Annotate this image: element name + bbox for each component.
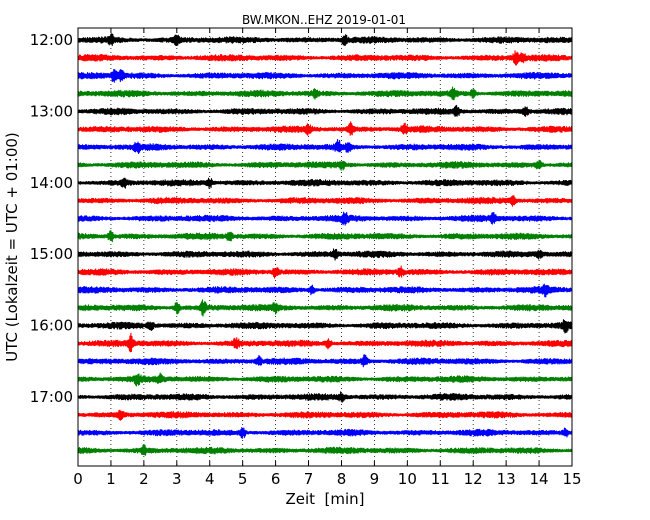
seismic-trace	[77, 319, 573, 334]
traces-layer	[77, 33, 573, 456]
x-tick-label: 6	[271, 470, 281, 488]
seismic-trace	[77, 299, 573, 317]
plot-area	[78, 28, 572, 466]
seismic-trace	[77, 409, 573, 421]
seismic-trace	[77, 68, 573, 83]
seismic-trace	[77, 265, 573, 279]
x-tick-label: 4	[205, 470, 215, 488]
y-tick-label: 12:00	[30, 31, 73, 49]
seismic-trace	[77, 195, 573, 207]
y-tick-label: 16:00	[30, 317, 73, 335]
seismic-trace	[77, 139, 573, 154]
x-tick-label: 1	[106, 470, 116, 488]
x-tick-label: 3	[172, 470, 182, 488]
seismic-trace	[77, 426, 573, 439]
y-tick-label: 13:00	[30, 102, 73, 120]
seismic-trace	[77, 332, 573, 353]
y-tick-label: 17:00	[30, 388, 73, 406]
seismic-trace	[77, 283, 573, 298]
x-tick-label: 11	[431, 470, 450, 488]
chart-title: BW.MKON..EHZ 2019-01-01	[242, 13, 406, 27]
x-tick-label: 0	[73, 470, 83, 488]
x-tick-label: 2	[139, 470, 149, 488]
seismic-trace	[77, 86, 573, 101]
x-axis-label: Zeit [min]	[285, 490, 364, 508]
seismic-trace	[77, 354, 573, 368]
seismic-trace	[77, 248, 573, 261]
seismic-trace	[77, 104, 573, 118]
seismic-trace	[77, 211, 573, 226]
seismic-trace	[77, 159, 573, 171]
y-axis-label: UTC (Lokalzeit = UTC + 01:00)	[3, 132, 21, 362]
seismic-trace	[77, 229, 573, 243]
seismic-trace	[77, 50, 573, 66]
seismic-trace	[77, 372, 573, 387]
x-tick-label: 13	[497, 470, 516, 488]
y-tick-label: 15:00	[30, 245, 73, 263]
seismic-trace	[77, 444, 573, 456]
x-tick-label: 10	[398, 470, 417, 488]
x-tick-label: 9	[370, 470, 380, 488]
x-tick-label: 14	[530, 470, 549, 488]
x-tick-label: 12	[464, 470, 483, 488]
axis-layer: 0 1 2 3 4 5 6 7 8 9 10 11 12 13 14 1512:0013:0014:0015:…	[30, 28, 582, 488]
seismic-trace	[77, 33, 573, 47]
x-tick-label: 7	[304, 470, 314, 488]
seismic-trace	[77, 391, 573, 403]
plot-frame	[77, 27, 573, 467]
x-tick-label: 8	[337, 470, 347, 488]
y-tick-label: 14:00	[30, 174, 73, 192]
seismic-trace	[77, 121, 573, 136]
seismic-trace	[77, 177, 573, 189]
x-tick-label: 15	[562, 470, 581, 488]
x-tick-label: 5	[238, 470, 248, 488]
